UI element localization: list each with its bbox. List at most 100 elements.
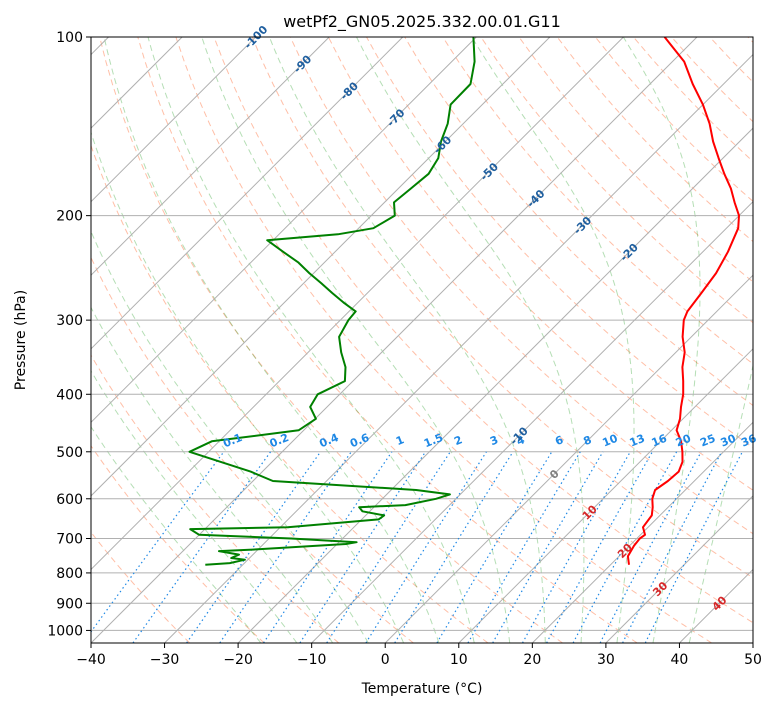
mixing-ratio-line xyxy=(572,451,678,643)
isotherm xyxy=(91,37,624,571)
moist-adiabat xyxy=(91,306,334,643)
y-tick-label: 500 xyxy=(56,445,83,461)
isotherm xyxy=(679,568,753,643)
y-tick-label: 900 xyxy=(56,596,83,612)
x-tick-label: 40 xyxy=(671,652,689,668)
x-tick-label: −10 xyxy=(297,652,327,668)
moist-adiabat xyxy=(268,37,546,643)
mixing-ratio-line xyxy=(599,451,702,643)
dewpoint-line xyxy=(188,37,476,566)
moist-adiabat xyxy=(356,37,585,643)
dry-adiabat xyxy=(327,37,753,491)
mixing-ratio-label: 2 xyxy=(452,433,464,448)
dry-adiabat xyxy=(91,144,489,643)
dry-adiabat xyxy=(175,37,712,643)
y-tick-label: 100 xyxy=(56,30,83,46)
mixing-ratio-label: 10 xyxy=(601,432,620,450)
mixing-ratio-label: 1 xyxy=(394,433,406,448)
x-axis: −40 −30 −20 −10 0 10 20 30 40 50 xyxy=(76,643,762,668)
dry-adiabat xyxy=(91,256,414,643)
mixing-ratio-label: 0.4 xyxy=(318,431,341,450)
isotherm-label: 40 xyxy=(710,593,730,613)
sounding-profiles xyxy=(188,37,740,566)
dry-adiabat xyxy=(747,37,753,44)
x-tick-label: 50 xyxy=(744,652,762,668)
isotherm xyxy=(91,37,698,643)
dry-adiabat xyxy=(213,37,753,624)
moist-adiabat xyxy=(91,130,405,643)
mixing-ratio-label: 1.5 xyxy=(422,431,445,450)
y-axis: 100 200 300 400 500 600 700 800 900 1000 xyxy=(47,30,91,639)
dry-adiabat xyxy=(404,37,753,407)
x-tick-label: −30 xyxy=(150,652,180,668)
mixing-ratio-label: 25 xyxy=(698,432,717,450)
dry-adiabat xyxy=(671,37,753,123)
mixing-ratio-line xyxy=(326,451,451,643)
mixing-ratio-label: 30 xyxy=(719,432,738,450)
chart-title: wetPf2_GN05.2025.332.00.01.G11 xyxy=(283,12,561,32)
dry-adiabat xyxy=(366,37,753,449)
dry-adiabat xyxy=(518,37,753,283)
isotherm xyxy=(311,200,753,643)
y-axis-title: Pressure (hPa) xyxy=(13,290,29,390)
x-tick-label: 0 xyxy=(381,652,390,668)
isotherm xyxy=(91,37,477,424)
mixing-ratio-line xyxy=(91,451,225,633)
mixing-ratio-label: 8 xyxy=(582,433,594,448)
dry-adiabat xyxy=(556,37,753,243)
x-tick-label: −40 xyxy=(76,652,106,668)
isotherm xyxy=(91,37,404,350)
moist-adiabat xyxy=(471,37,635,643)
isotherm xyxy=(164,53,753,643)
x-tick-label: 20 xyxy=(523,652,541,668)
isotherm xyxy=(605,495,753,643)
y-tick-label: 200 xyxy=(56,209,83,225)
mixing-ratio-line xyxy=(219,451,352,643)
isotherm xyxy=(752,642,753,643)
moist-adiabat xyxy=(91,425,262,643)
moist-adiabat xyxy=(622,37,701,643)
dry-adiabat xyxy=(91,354,340,643)
isotherm xyxy=(384,274,753,643)
temperature-line xyxy=(626,37,740,565)
moist-adiabat xyxy=(91,370,298,643)
isotherm-label: -50 xyxy=(478,160,501,183)
moist-adiabat xyxy=(147,37,475,643)
mixing-ratio-label: 0.1 xyxy=(221,431,244,450)
x-axis-title: Temperature (°C) xyxy=(361,681,483,697)
y-tick-label: 700 xyxy=(56,532,83,548)
isotherm xyxy=(237,127,753,643)
y-tick-label: 300 xyxy=(56,313,83,329)
isotherm xyxy=(91,37,257,203)
mixing-ratio-label: 20 xyxy=(674,432,693,450)
x-tick-label: 30 xyxy=(597,652,615,668)
background-lines xyxy=(91,37,753,643)
moist-adiabat xyxy=(201,37,511,643)
mixing-ratio-line xyxy=(394,451,514,643)
dry-adiabat xyxy=(633,37,753,163)
isotherm-label: -60 xyxy=(431,133,454,156)
dry-adiabat xyxy=(709,37,753,83)
y-tick-label: 600 xyxy=(56,492,83,508)
dry-adiabat xyxy=(91,444,265,643)
mixing-ratio-line xyxy=(186,451,321,643)
y-tick-label: 1000 xyxy=(47,623,83,639)
mixing-ratio-label: 36 xyxy=(739,432,758,450)
mixing-ratio-line xyxy=(299,451,426,643)
y-tick-label: 400 xyxy=(56,387,83,403)
x-tick-label: −20 xyxy=(223,652,253,668)
dry-adiabat xyxy=(251,37,753,579)
x-tick-label: 10 xyxy=(450,652,468,668)
isotherm xyxy=(91,37,551,497)
mixing-ratio-line xyxy=(644,451,743,643)
mixing-ratio-label: 13 xyxy=(628,432,647,450)
moist-adiabat xyxy=(103,37,440,643)
moist-adiabat xyxy=(688,363,753,643)
y-tick-label: 800 xyxy=(56,566,83,582)
mixing-ratio-label: 3 xyxy=(488,433,500,448)
mixing-ratio-label: 16 xyxy=(650,432,669,450)
dry-adiabat xyxy=(137,37,638,643)
isotherm xyxy=(91,37,330,276)
mixing-ratio-line xyxy=(262,451,393,643)
